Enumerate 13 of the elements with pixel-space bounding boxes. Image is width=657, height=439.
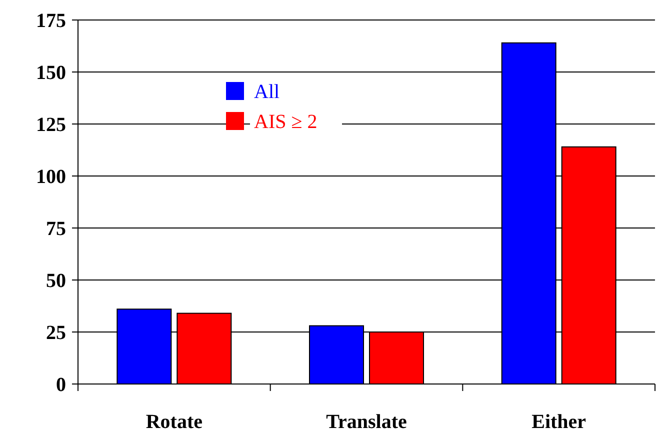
y-tick-label: 75 [46, 218, 66, 240]
x-tick-label: Translate [326, 411, 407, 433]
y-tick-label: 150 [36, 62, 66, 84]
y-tick-label: 50 [46, 270, 66, 292]
y-tick-label: 125 [36, 114, 66, 136]
x-tick-label: Rotate [146, 411, 203, 433]
y-tick-label: 100 [36, 166, 66, 188]
y-tick-label: 25 [46, 322, 66, 344]
legend-label: All [254, 81, 280, 103]
y-tick-label: 0 [56, 374, 66, 396]
x-tick-label: Either [532, 411, 586, 433]
legend-label: AIS ≥ 2 [254, 111, 318, 133]
y-tick-label: 175 [36, 10, 66, 32]
